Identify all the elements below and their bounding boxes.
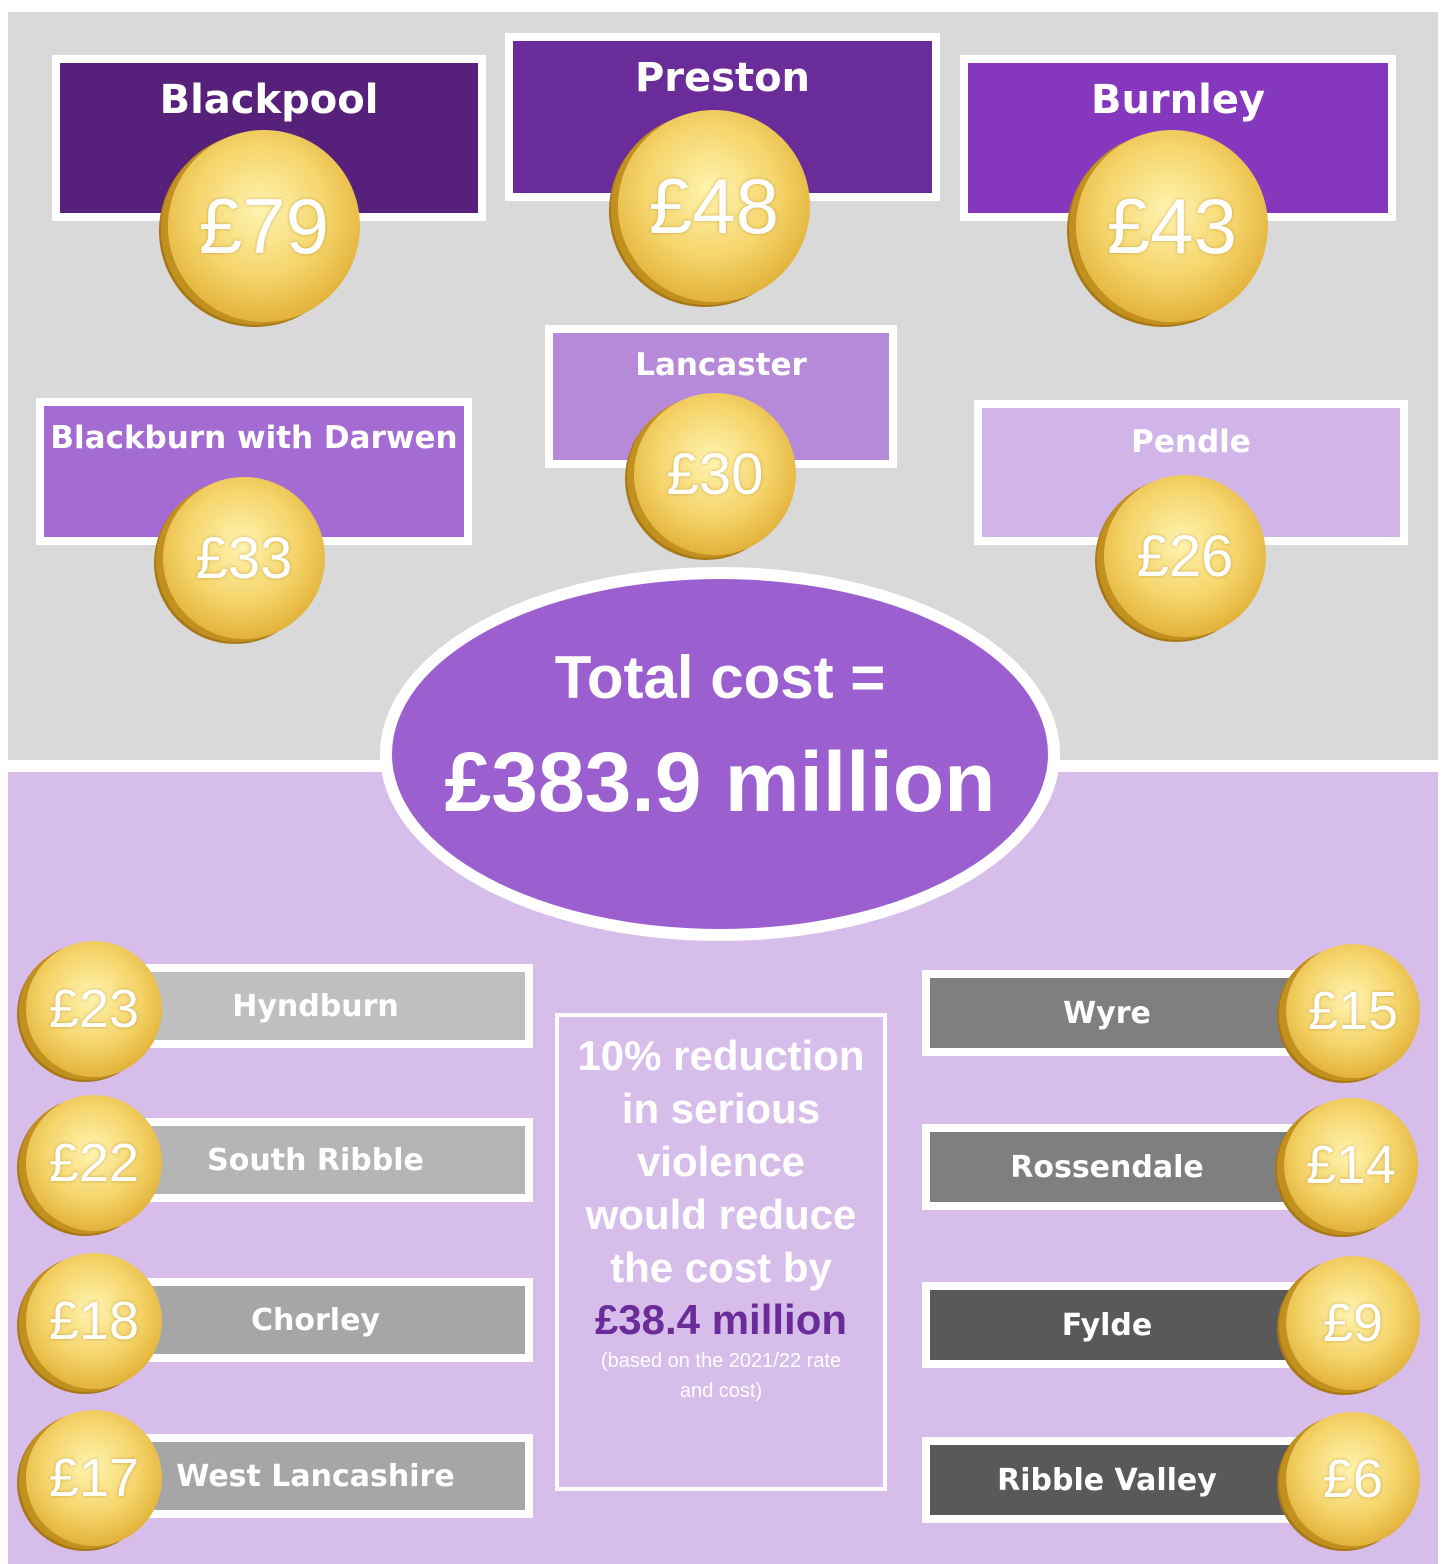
total-label: Total cost =: [554, 644, 886, 711]
area-bar: Hyndburn: [128, 964, 533, 1048]
coin: £22: [26, 1095, 162, 1231]
area-name: Lancaster: [635, 347, 807, 383]
amount: £9: [1322, 1293, 1384, 1353]
amount: £22: [48, 1133, 140, 1193]
coin: £26: [1104, 475, 1266, 637]
coin: £17: [26, 1410, 162, 1546]
area-box: Blackburn with Darwen: [36, 398, 472, 545]
area-name: South Ribble: [207, 1142, 424, 1178]
area-bar: Wyre: [922, 970, 1332, 1056]
area-name: Rossendale: [1010, 1149, 1204, 1185]
area-name: Fylde: [1061, 1307, 1153, 1343]
amount: £43: [1106, 181, 1238, 270]
area-name: Wyre: [1063, 995, 1151, 1031]
coin: £23: [26, 941, 162, 1077]
area-name: Preston: [634, 55, 811, 101]
amount: £23: [48, 979, 140, 1039]
coin: £6: [1286, 1412, 1420, 1546]
area-name: Pendle: [1131, 424, 1251, 460]
note-footnote: (based on the 2021/22 rate and cost): [600, 1350, 842, 1402]
coin: £48: [618, 110, 810, 302]
area-name: Chorley: [251, 1302, 380, 1338]
area-bar: Ribble Valley: [922, 1437, 1332, 1523]
coin: £33: [163, 477, 325, 639]
amount: £79: [198, 181, 330, 270]
coin: £43: [1076, 130, 1268, 322]
area-name: Blackburn with Darwen: [50, 420, 458, 456]
note-box: 10% reduction in serious violence would …: [555, 1013, 887, 1491]
area-bar: Chorley: [128, 1278, 533, 1362]
amount: £26: [1136, 523, 1234, 589]
coin: £18: [26, 1253, 162, 1389]
area-name: Blackpool: [159, 77, 379, 123]
total-amount: £383.9 million: [444, 735, 996, 829]
amount: £15: [1307, 981, 1399, 1041]
amount: £48: [648, 161, 780, 250]
area-bar: Fylde: [922, 1282, 1332, 1368]
coin: £14: [1284, 1098, 1418, 1232]
coin: £9: [1286, 1256, 1420, 1390]
coin: £30: [634, 393, 796, 555]
area-bar: West Lancashire: [128, 1434, 533, 1518]
coin: £15: [1286, 944, 1420, 1078]
total-ellipse: Total cost = £383.9 million: [392, 579, 1048, 929]
note-text: 10% reduction in serious violence would …: [577, 1032, 865, 1291]
area-name: West Lancashire: [176, 1458, 455, 1494]
area-name: Hyndburn: [232, 988, 399, 1024]
area-name: Ribble Valley: [997, 1462, 1217, 1498]
coin: £79: [168, 130, 360, 322]
area-bar: South Ribble: [128, 1118, 533, 1202]
amount: £6: [1322, 1449, 1384, 1509]
note-amount: £38.4 million: [594, 1296, 848, 1343]
amount: £30: [666, 441, 764, 507]
amount: £18: [48, 1291, 140, 1351]
area-name: Burnley: [1090, 77, 1266, 123]
amount: £33: [195, 525, 293, 591]
area-bar: Rossendale: [922, 1124, 1332, 1210]
amount: £14: [1305, 1135, 1397, 1195]
amount: £17: [48, 1448, 140, 1508]
